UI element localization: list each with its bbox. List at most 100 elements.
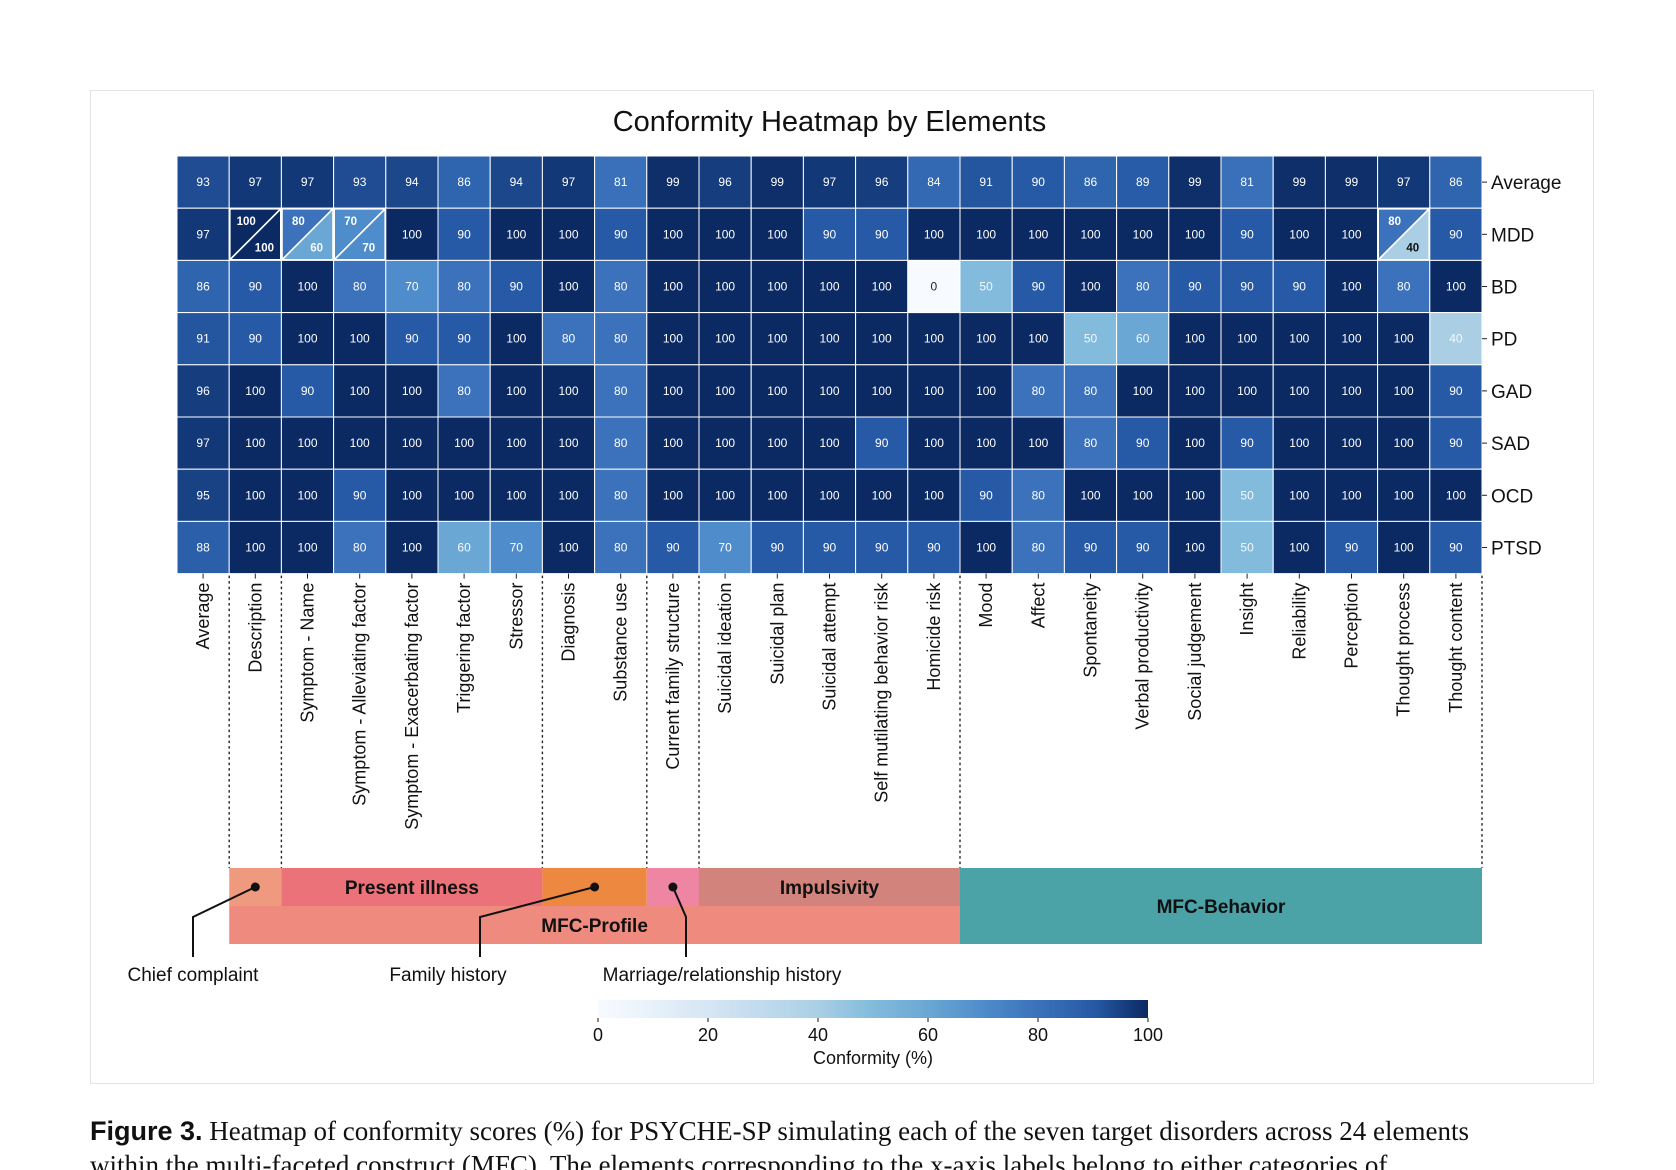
heatmap-cell-value: 100 [1289, 436, 1309, 450]
heatmap-cell-value: 100 [767, 227, 787, 241]
heatmap-cell-value: 90 [1084, 541, 1098, 555]
heatmap-cell [750, 468, 804, 522]
heatmap-cell [176, 155, 230, 209]
heatmap-cell [228, 312, 282, 366]
heatmap-cell [1116, 155, 1170, 209]
heatmap-cell-value: 90 [614, 227, 628, 241]
colorbar-label: Conformity (%) [813, 1048, 933, 1068]
heatmap-cell [1324, 312, 1379, 366]
heatmap-cell-value: 100 [1341, 332, 1361, 346]
heatmap-cell [594, 312, 648, 366]
heatmap-cell-value: 100 [819, 488, 839, 502]
heatmap-cell-value: 100 [558, 384, 578, 398]
heatmap-cell-upper-value: 80 [1388, 216, 1401, 228]
heatmap-cell-value: 80 [1136, 280, 1150, 294]
heatmap-cell [646, 259, 700, 314]
column-label: Thought process [1394, 583, 1414, 717]
heatmap-cell-value: 93 [353, 175, 367, 189]
heatmap-cell-value: 99 [666, 175, 680, 189]
heatmap-cell-value: 99 [1293, 175, 1307, 189]
heatmap-cell-value: 100 [872, 332, 892, 346]
callout-line [192, 886, 256, 957]
heatmap-cell [698, 416, 752, 470]
heatmap-cell-value: 60 [457, 541, 471, 555]
caption-line-1: Figure 3. Heatmap of conformity scores (… [90, 1114, 1594, 1148]
heatmap-cell-value: 90 [457, 332, 471, 346]
heatmap-cell-value: 86 [196, 280, 210, 294]
heatmap-cell-value: 100 [767, 488, 787, 502]
heatmap-cell-value: 80 [614, 384, 628, 398]
column-label: Mood [976, 583, 996, 628]
heatmap-cell [698, 520, 752, 575]
heatmap-cell [1429, 364, 1483, 418]
heatmap-cell-value: 94 [510, 175, 524, 189]
heatmap-cell [385, 207, 439, 261]
heatmap-cell-value: 81 [614, 175, 628, 189]
heatmap-cell-value: 90 [1449, 541, 1463, 555]
heatmap-cell [1011, 259, 1065, 314]
heatmap-cell [646, 416, 700, 470]
heatmap-cell [176, 364, 230, 418]
heatmap-cell-value: 88 [196, 541, 210, 555]
heatmap-cell-value: 100 [297, 280, 317, 294]
heatmap-cell [1168, 155, 1222, 209]
figure-caption: Figure 3. Heatmap of conformity scores (… [90, 1114, 1594, 1170]
heatmap-cell-value: 86 [457, 175, 471, 189]
heatmap-cell [750, 416, 804, 470]
heatmap-cell-value: 40 [1449, 332, 1463, 346]
heatmap-cell-value: 90 [1449, 384, 1463, 398]
heatmap-cell-value: 100 [1394, 384, 1414, 398]
heatmap-cell-value: 100 [872, 280, 892, 294]
column-label: Social judgement [1185, 583, 1205, 721]
heatmap-cell [385, 259, 439, 314]
heatmap-cell-value: 50 [1240, 488, 1254, 502]
heatmap-cell-value: 86 [1084, 175, 1098, 189]
heatmap-cell-value: 100 [1028, 436, 1048, 450]
row-label: PTSD [1491, 539, 1542, 560]
heatmap-cells: 93 97 97 93 94 86 94 97 81 99 96 99 97 96 84 91 90 86 89 99… [176, 155, 1483, 575]
heatmap-cell [855, 312, 909, 366]
heatmap-cell-value: 100 [767, 332, 787, 346]
heatmap-cell [594, 155, 648, 209]
heatmap-cell-value: 100 [1080, 227, 1100, 241]
column-label: Diagnosis [559, 583, 579, 662]
heatmap-cell-value: 90 [823, 541, 837, 555]
heatmap-cell [1011, 312, 1065, 366]
heatmap-cell [228, 155, 282, 209]
heatmap-cell-value: 100 [1289, 488, 1309, 502]
heatmap-cell-divider [228, 207, 282, 261]
column-label: Description [245, 583, 265, 673]
column-label: Average [193, 583, 213, 650]
heatmap-cell-value: 100 [1185, 332, 1205, 346]
heatmap-cell-value: 100 [819, 436, 839, 450]
heatmap-cell-value: 100 [1237, 332, 1257, 346]
heatmap-cell [1116, 259, 1170, 314]
heatmap-cell [1429, 312, 1483, 366]
heatmap-cell-value: 100 [1185, 436, 1205, 450]
heatmap-cell-value: 100 [767, 280, 787, 294]
heatmap-cell-value: 90 [1136, 436, 1150, 450]
heatmap-cell-value: 100 [402, 541, 422, 555]
heatmap-cell-value: 80 [353, 280, 367, 294]
heatmap-cell-value: 80 [1032, 541, 1046, 555]
heatmap-cell [489, 259, 543, 314]
heatmap-cell-value: 90 [1032, 175, 1046, 189]
heatmap-cell-value: 90 [771, 541, 785, 555]
heatmap-cell-value: 90 [1136, 541, 1150, 555]
heatmap-cell-value: 90 [1240, 436, 1254, 450]
heatmap-cell [1429, 520, 1483, 575]
heatmap-cell-value: 90 [301, 384, 315, 398]
heatmap-cell [385, 312, 439, 366]
heatmap-cell-value: 99 [1188, 175, 1202, 189]
heatmap-cell-value: 80 [614, 436, 628, 450]
heatmap-cell-value: 100 [297, 332, 317, 346]
heatmap-chart: Conformity Heatmap by Elements 93 97 97 93 94… [128, 106, 1562, 1068]
heatmap-cell-lower-value: 100 [255, 242, 274, 254]
heatmap-cell [489, 207, 543, 261]
heatmap-cell [489, 468, 543, 522]
column-label: Symptom - Name [298, 583, 318, 723]
heatmap-cell-value: 100 [976, 436, 996, 450]
heatmap-cell-value: 100 [715, 280, 735, 294]
callout-line [479, 886, 595, 957]
caption-text-1: Heatmap of conformity scores (%) for PSY… [202, 1116, 1469, 1146]
